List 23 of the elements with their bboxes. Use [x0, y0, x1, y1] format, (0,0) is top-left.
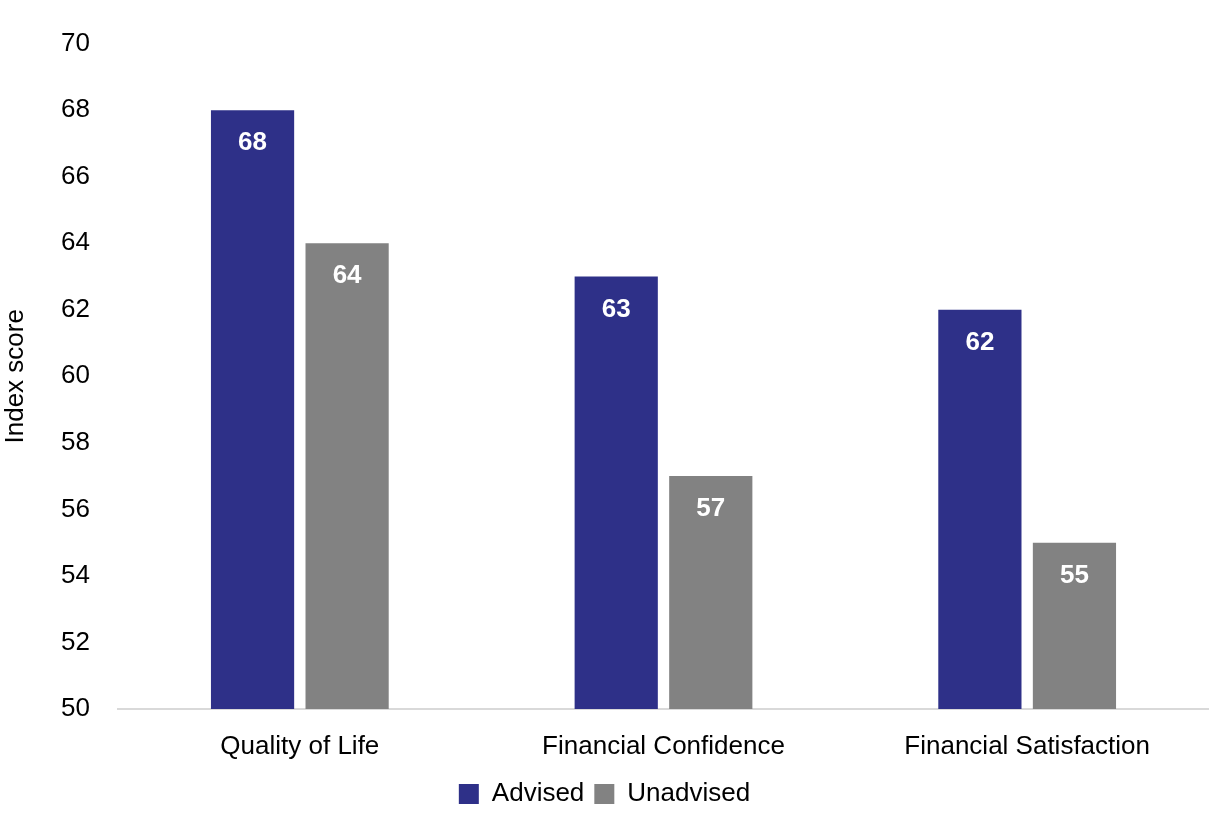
y-tick-label: 62: [61, 292, 90, 323]
data-label: 68: [238, 126, 268, 157]
y-tick-label: 66: [61, 159, 90, 190]
x-tick-label: Financial Satisfaction: [904, 729, 1151, 760]
y-axis-title: Index score: [0, 309, 29, 444]
y-tick-label: 64: [61, 226, 90, 257]
x-tick-label: Financial Confidence: [542, 729, 785, 760]
y-tick-label: 52: [61, 625, 90, 656]
y-tick-label: 68: [61, 93, 90, 124]
data-label: 57: [696, 492, 726, 523]
y-tick-label: 60: [61, 359, 90, 390]
y-tick-label: 58: [61, 426, 90, 457]
y-tick-label: 70: [61, 26, 90, 57]
data-label: 55: [1059, 558, 1089, 589]
data-label: 64: [332, 259, 363, 290]
y-tick-label: 50: [61, 692, 90, 723]
data-label: 63: [601, 292, 631, 323]
x-tick-label: Quality of Life: [220, 729, 380, 760]
y-tick-label: 56: [61, 492, 90, 523]
y-tick-label: 54: [61, 559, 90, 590]
legend-label: Advised: [491, 777, 585, 808]
data-label: 62: [965, 325, 995, 356]
legend-label: Unadvised: [627, 777, 751, 808]
